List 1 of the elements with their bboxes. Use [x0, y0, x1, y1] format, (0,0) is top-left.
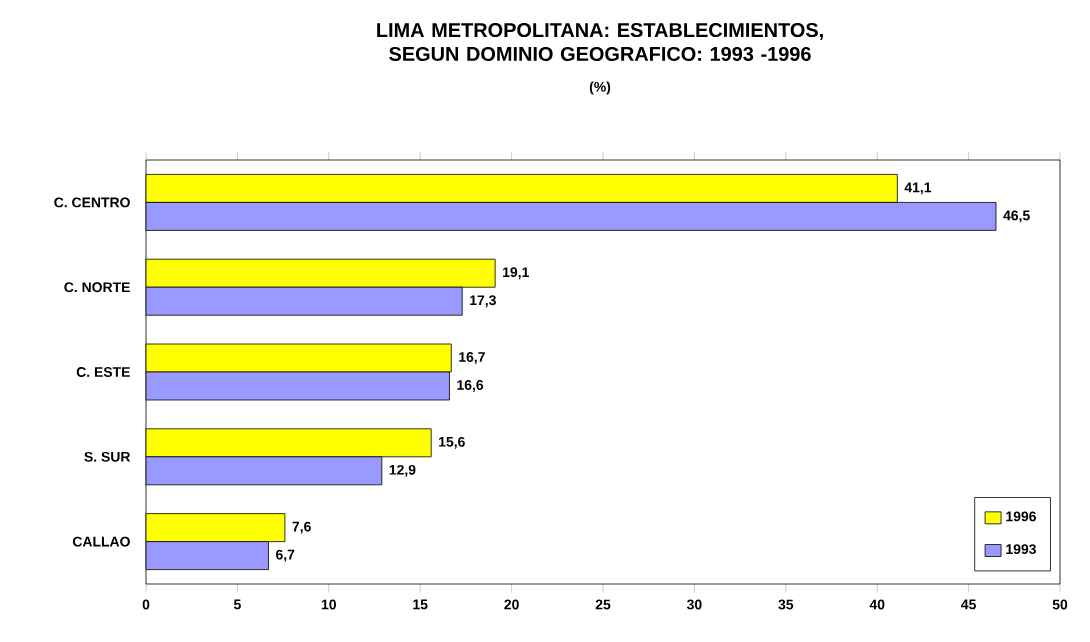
chart-title: LIMA METROPOLITANA: ESTABLECIMIENTOS, SEGUN DOMINIO GEOGRAFICO: 1993 -1996	[377, 22, 823, 62]
